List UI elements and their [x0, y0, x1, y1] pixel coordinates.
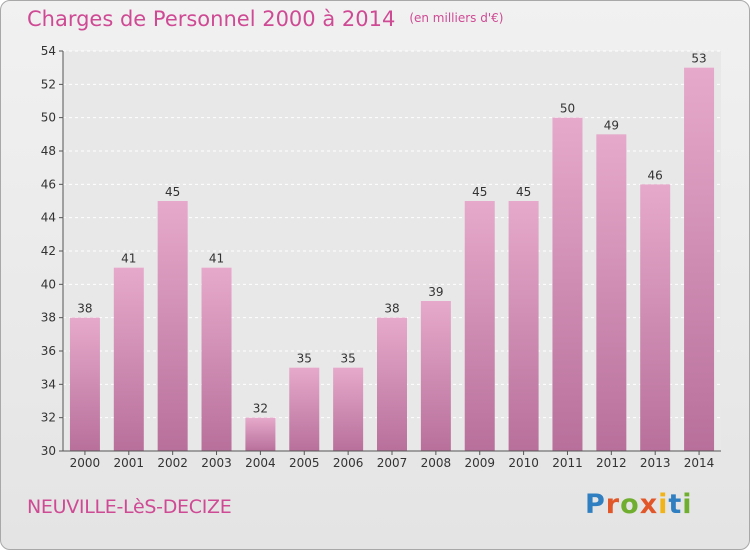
logo-letter: o: [620, 489, 640, 520]
y-tick-label: 50: [41, 111, 56, 125]
y-tick-label: 42: [41, 244, 56, 258]
x-tick-label: 2006: [333, 456, 364, 470]
chart-title-text: Charges de Personnel 2000 à 2014: [27, 7, 396, 31]
logo-letter: t: [668, 489, 683, 520]
logo-letter: r: [605, 489, 621, 520]
bar-2006: [333, 367, 364, 451]
x-tick-label: 2010: [508, 456, 539, 470]
x-tick-label: 2004: [245, 456, 276, 470]
bar-value-label: 45: [472, 185, 487, 199]
bar-value-label: 45: [165, 185, 180, 199]
bar-value-label: 38: [384, 302, 399, 316]
x-tick-label: 2007: [377, 456, 408, 470]
bar-2004: [245, 417, 276, 451]
x-tick-label: 2000: [70, 456, 101, 470]
bar-2009: [464, 201, 495, 451]
y-tick-label: 52: [41, 77, 56, 91]
y-tick-label: 34: [41, 377, 56, 391]
x-tick-label: 2005: [289, 456, 320, 470]
x-tick-label: 2003: [201, 456, 232, 470]
bar-2008: [420, 301, 451, 451]
x-tick-label: 2011: [552, 456, 583, 470]
logo-letter: i: [658, 489, 669, 520]
x-tick-label: 2013: [640, 456, 671, 470]
y-tick-label: 44: [41, 211, 56, 225]
x-tick-label: 2012: [596, 456, 627, 470]
y-tick-label: 48: [41, 144, 56, 158]
axes: 30 32 34 36 38 40 42 44 46 48 50 52 54 2000 2001 2002 20…: [41, 44, 721, 470]
bar-value-label: 49: [604, 118, 619, 132]
bar-value-label: 35: [340, 352, 355, 366]
bar-2001: [113, 267, 144, 451]
x-tick-label: 2014: [684, 456, 715, 470]
proxiti-logo: Proxiti: [585, 489, 693, 520]
bar-2013: [640, 184, 671, 452]
bar-value-label: 50: [560, 102, 575, 116]
bar-2003: [201, 267, 232, 451]
x-tick-label: 2001: [114, 456, 145, 470]
chart-unit-label: (en milliers d'€): [409, 11, 504, 25]
y-tick-label: 30: [41, 444, 56, 458]
y-tick-label: 32: [41, 411, 56, 425]
bars: 38 41 45 41 32 35 35 38 39 45 45 50 49 46 53: [69, 52, 715, 452]
x-tick-label: 2008: [421, 456, 452, 470]
y-tick-label: 54: [41, 44, 56, 58]
logo-letter: P: [585, 489, 606, 520]
bar-2000: [69, 317, 100, 451]
bar-2012: [596, 134, 627, 452]
bar-value-label: 39: [428, 285, 443, 299]
bar-value-label: 41: [209, 252, 224, 266]
bar-2002: [157, 201, 188, 451]
y-tick-label: 40: [41, 277, 56, 291]
bar-value-label: 45: [516, 185, 531, 199]
x-tick-label: 2002: [157, 456, 188, 470]
x-tick-label: 2009: [464, 456, 495, 470]
bar-value-label: 46: [648, 168, 663, 182]
y-tick-label: 38: [41, 311, 56, 325]
y-tick-label: 36: [41, 344, 56, 358]
bar-value-label: 35: [297, 352, 312, 366]
bar-2010: [508, 201, 539, 451]
bar-2005: [289, 367, 320, 451]
location-label: NEUVILLE-LèS-DECIZE: [27, 496, 232, 518]
bar-value-label: 41: [121, 252, 136, 266]
bar-2007: [377, 317, 407, 451]
bar-2014: [684, 67, 715, 452]
logo-letter: i: [682, 489, 693, 520]
chart-title: Charges de Personnel 2000 à 2014 (en mill…: [27, 7, 503, 31]
bar-value-label: 53: [691, 52, 706, 66]
bar-2011: [552, 117, 583, 452]
bar-value-label: 32: [253, 402, 268, 416]
bar-value-label: 38: [77, 302, 92, 316]
y-tick-label: 46: [41, 177, 56, 191]
logo-letter: x: [639, 489, 659, 520]
